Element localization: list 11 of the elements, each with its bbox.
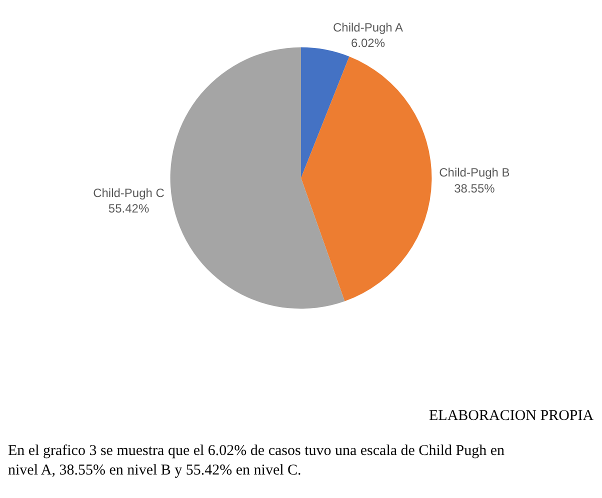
data-label: 6.02% — [350, 36, 386, 50]
pie-slice — [301, 47, 350, 178]
pie-slice — [170, 47, 345, 309]
text: ELABORACION PROPIA — [429, 408, 594, 424]
slice-label: Child-Pugh A — [332, 20, 404, 35]
data-label: 55.42% — [108, 201, 150, 216]
slice-label: Child-Pugh C — [93, 186, 165, 200]
pie-slice — [301, 56, 432, 302]
text: En el grafico 3 se muestra que el 6.02% de casos tuvo una escala de Child Pugh en nivel A, 38.55% en nivel B y 55.42% en nivel C. — [8, 443, 506, 478]
slice-label: Child-Pugh B — [439, 166, 510, 180]
data-label: 38.55% — [454, 181, 496, 196]
